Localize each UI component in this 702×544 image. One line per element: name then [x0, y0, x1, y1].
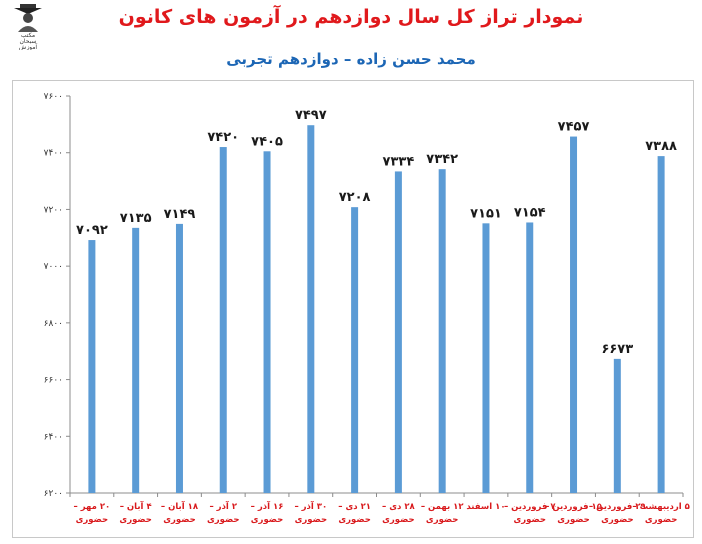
data-label: ۷۲۰۸	[339, 190, 371, 205]
data-label: ۷۴۹۷	[295, 108, 327, 123]
bar	[482, 223, 490, 493]
x-tick-label-line2: حضوری	[382, 515, 415, 525]
x-tick-label-line2: حضوری	[76, 515, 109, 525]
bar	[132, 227, 140, 493]
chart-frame: ۶۲۰۰ ۶۴۰۰ ۶۶۰۰ ۶۸۰۰ ۷۰۰۰ ۷۲۰۰ ۷۴۰۰ ۷۶۰۰ ۷۰۹۲ ۲۰ م…	[12, 80, 694, 538]
x-tick-label: ۲۸ دی –	[382, 502, 416, 512]
bar	[526, 222, 534, 494]
x-tick-label: ۵ اردیبهشت –	[632, 502, 689, 512]
bar	[88, 240, 96, 493]
bar	[394, 171, 402, 493]
x-tick-label: ۲۱ دی –	[338, 502, 371, 512]
graduate-icon: مکتب سبحان آموزش	[14, 4, 42, 51]
bar	[307, 125, 315, 493]
x-tick-label: ۱۰ اسفند	[466, 502, 505, 512]
data-label: ۷۳۳۴	[383, 154, 415, 169]
x-tick-label-line2: حضوری	[513, 515, 546, 525]
data-label: ۷۱۵۴	[514, 205, 546, 220]
x-tick-label: ۴ آبان –	[120, 500, 152, 512]
x-tick-label: ۱۸ آبان –	[161, 500, 199, 512]
bar	[219, 147, 227, 493]
x-tick-label-line2: حضوری	[338, 515, 371, 525]
logo-text-1: مکتب	[21, 32, 35, 39]
bar	[657, 156, 665, 494]
y-tick-label: ۷۰۰۰	[44, 262, 63, 272]
y-tick-label: ۷۲۰۰	[44, 205, 63, 215]
x-tick-label-line2: حضوری	[557, 515, 590, 525]
bar	[263, 151, 271, 493]
x-tick-label: ۷ فروردین –	[504, 502, 556, 512]
x-tick-label-line2: حضوری	[601, 515, 634, 525]
y-tick-label: ۶۴۰۰	[44, 432, 63, 442]
x-tick-label: ۱۶ آذر –	[251, 500, 284, 512]
data-label: ۷۴۲۰	[207, 130, 239, 145]
y-tick-label: ۷۴۰۰	[44, 149, 63, 159]
data-label: ۶۶۷۳	[601, 342, 633, 357]
x-tick-label-line2: حضوری	[207, 515, 240, 525]
logo: مکتب سبحان آموزش	[6, 2, 50, 51]
x-tick-label: ۲۰ مهر –	[74, 502, 111, 512]
x-tick-label-line2: حضوری	[251, 515, 284, 525]
bar	[438, 169, 446, 493]
bar	[175, 223, 183, 493]
x-tick-label-line2: حضوری	[163, 515, 196, 525]
data-label: ۷۱۳۵	[120, 211, 152, 226]
x-tick-label-line2: حضوری	[119, 515, 152, 525]
data-label: ۷۱۵۱	[470, 206, 502, 221]
data-label: ۷۴۵۷	[558, 120, 590, 135]
page-title: نمودار تراز کل سال دوازدهم در آزمون های …	[118, 6, 584, 28]
y-tick-label: ۶۶۰۰	[44, 376, 63, 386]
x-tick-label: ۲ آذر –	[209, 500, 237, 512]
x-tick-label: ۲۹ فروردین –	[589, 502, 647, 512]
data-label: ۷۳۸۸	[645, 139, 677, 154]
bar	[570, 136, 578, 493]
data-label: ۷۱۴۹	[164, 207, 196, 222]
y-tick-label: ۷۶۰۰	[44, 92, 63, 102]
x-tick-label-line2: حضوری	[426, 515, 459, 525]
data-label: ۷۰۹۲	[76, 223, 108, 238]
page-subtitle: محمد حسن زاده – دوازدهم تجربی	[226, 50, 476, 68]
x-tick-label: ۱۵ فروردین –	[545, 502, 602, 512]
logo-text-2: سبحان	[20, 38, 37, 45]
data-label: ۷۴۰۵	[251, 134, 283, 149]
x-tick-label-line2: حضوری	[645, 515, 678, 525]
logo-text-3: آموزش	[19, 42, 38, 50]
x-tick-label: ۱۲ بهمن –	[421, 502, 465, 512]
bar-chart: ۶۲۰۰ ۶۴۰۰ ۶۶۰۰ ۶۸۰۰ ۷۰۰۰ ۷۲۰۰ ۷۴۰۰ ۷۶۰۰ ۷۰۹۲ ۲۰ م…	[44, 92, 690, 525]
y-tick-label: ۶۸۰۰	[44, 319, 63, 329]
y-tick-label: ۶۲۰۰	[44, 489, 63, 499]
bar	[613, 358, 621, 493]
x-tick-label-line2: حضوری	[295, 515, 328, 525]
data-label: ۷۳۴۲	[426, 152, 458, 167]
bar	[351, 207, 359, 493]
x-tick-label: ۳۰ آذر –	[294, 500, 327, 512]
